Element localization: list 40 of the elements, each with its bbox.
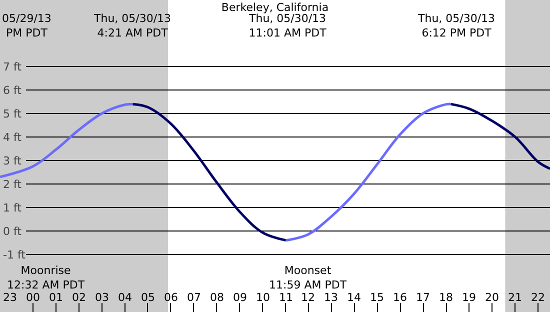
x-tick-label: 10 xyxy=(256,291,270,304)
x-tick-label: 16 xyxy=(393,291,407,304)
x-tick-label: 09 xyxy=(233,291,247,304)
x-tick-label: 18 xyxy=(439,291,453,304)
x-tick-label: 17 xyxy=(416,291,430,304)
x-tick-label: 23 xyxy=(3,291,17,304)
x-tick-label: 19 xyxy=(462,291,476,304)
annotation: Moonset 11:59 AM PDT xyxy=(269,264,347,292)
annotation: Thu, 05/30/13 4:21 AM PDT xyxy=(93,12,172,40)
x-tick-label: 15 xyxy=(370,291,384,304)
y-tick-label: 2 ft xyxy=(3,178,22,191)
x-tick-label: 00 xyxy=(26,291,40,304)
x-tick-label: 12 xyxy=(301,291,315,304)
x-tick-label: 20 xyxy=(485,291,499,304)
x-tick-label: 22 xyxy=(531,291,545,304)
y-tick-label: 1 ft xyxy=(3,201,22,214)
y-tick-label: 4 ft xyxy=(3,130,22,144)
x-tick-label: 14 xyxy=(347,291,361,304)
x-tick-label: 03 xyxy=(95,291,109,304)
y-tick-label: 3 ft xyxy=(3,154,22,168)
annotation: Thu, 05/30/13 6:12 PM PDT xyxy=(417,12,496,40)
x-tick-label: 01 xyxy=(49,291,63,304)
y-tick-label: 6 ft xyxy=(3,84,22,97)
chart-title: Berkeley, California xyxy=(221,0,329,14)
x-tick-label: 06 xyxy=(164,291,178,304)
x-tick-label: 07 xyxy=(187,291,201,304)
y-tick-label: -1 ft xyxy=(3,248,26,262)
annotation: 05/29/13 PM PDT xyxy=(2,12,52,40)
x-tick-label: 04 xyxy=(118,291,132,304)
y-tick-label: 7 ft xyxy=(3,60,22,74)
annotation: Moonrise 12:32 AM PDT xyxy=(7,264,85,292)
x-tick-label: 21 xyxy=(508,291,522,304)
y-tick-label: 0 ft xyxy=(3,224,22,238)
annotation: Thu, 05/30/13 11:01 AM PDT xyxy=(248,12,327,40)
x-tick-label: 02 xyxy=(72,291,86,304)
x-tick-label: 08 xyxy=(210,291,224,304)
x-tick-label: 11 xyxy=(279,291,293,304)
x-tick-label: 05 xyxy=(141,291,155,304)
x-tick-label: 13 xyxy=(324,291,338,304)
y-tick-label: 5 ft xyxy=(3,107,22,120)
